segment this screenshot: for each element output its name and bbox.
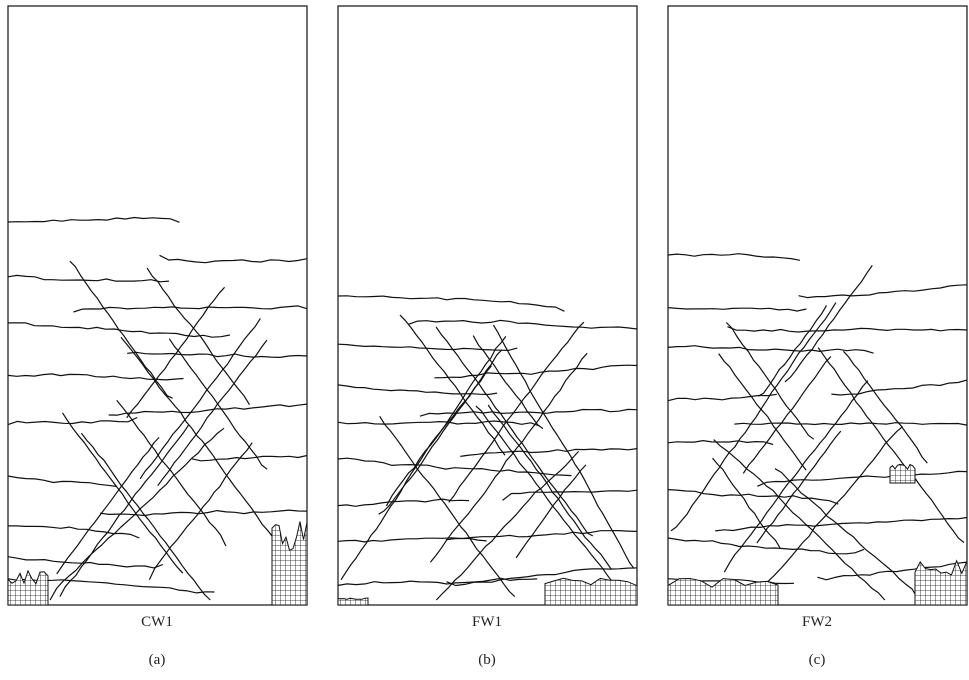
wall-outline: [8, 6, 307, 605]
wall-outline: [668, 6, 967, 605]
panel-label: (b): [478, 652, 496, 668]
spalled-zone: [668, 579, 778, 606]
spalled-zone: [890, 464, 915, 483]
panel-a: CW1 (a): [8, 6, 307, 668]
panel-label: (c): [809, 652, 826, 668]
spalled-zone: [338, 598, 368, 605]
specimen-name: CW1: [141, 614, 173, 630]
panel-c: FW2 (c): [668, 6, 967, 668]
panel-b: FW1 (b): [338, 6, 637, 668]
specimen-name: FW1: [472, 614, 502, 630]
figure: CW1 (a) FW1 (b) FW2 (c): [0, 0, 969, 680]
panel-label: (a): [149, 652, 166, 668]
wall-outline: [338, 6, 637, 605]
specimen-name: FW2: [802, 614, 832, 630]
